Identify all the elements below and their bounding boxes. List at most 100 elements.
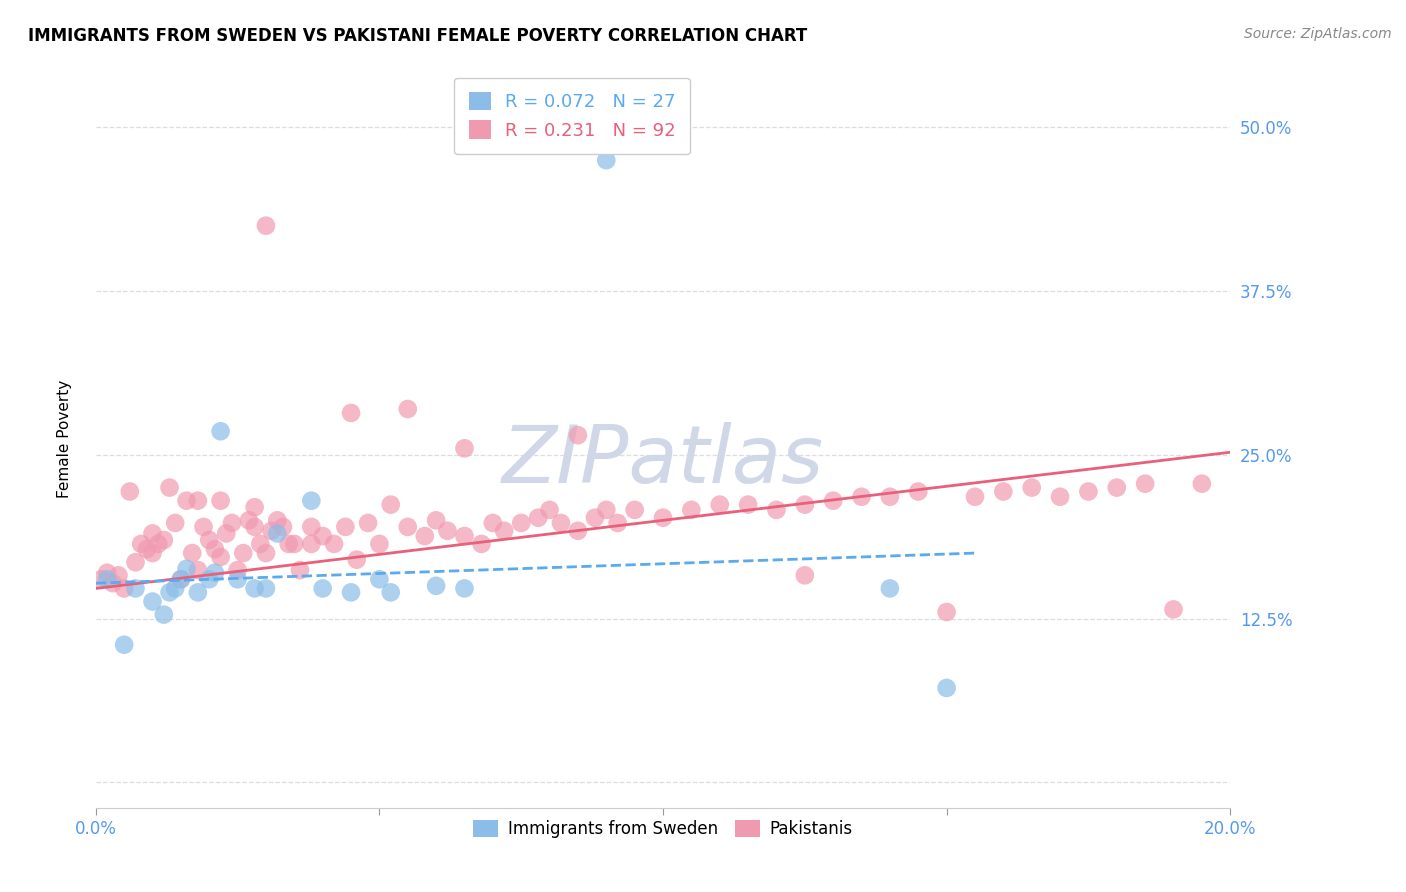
- Point: [681, 503, 703, 517]
- Point: [159, 481, 181, 495]
- Point: [124, 555, 146, 569]
- Point: [623, 503, 645, 517]
- Point: [135, 542, 157, 557]
- Point: [380, 498, 402, 512]
- Point: [141, 594, 163, 608]
- Y-axis label: Female Poverty: Female Poverty: [58, 379, 72, 498]
- Point: [129, 537, 152, 551]
- Point: [453, 529, 475, 543]
- Point: [238, 513, 260, 527]
- Point: [153, 607, 176, 622]
- Point: [538, 503, 561, 517]
- Point: [101, 576, 124, 591]
- Point: [346, 552, 368, 566]
- Point: [1077, 484, 1099, 499]
- Point: [595, 503, 617, 517]
- Point: [148, 537, 170, 551]
- Point: [198, 533, 221, 547]
- Point: [283, 537, 305, 551]
- Point: [993, 484, 1015, 499]
- Point: [583, 510, 606, 524]
- Point: [935, 605, 957, 619]
- Text: IMMIGRANTS FROM SWEDEN VS PAKISTANI FEMALE POVERTY CORRELATION CHART: IMMIGRANTS FROM SWEDEN VS PAKISTANI FEMA…: [28, 27, 807, 45]
- Point: [299, 493, 322, 508]
- Point: [266, 526, 288, 541]
- Point: [209, 493, 232, 508]
- Point: [527, 510, 550, 524]
- Point: [170, 572, 193, 586]
- Point: [226, 572, 249, 586]
- Point: [187, 493, 209, 508]
- Point: [221, 516, 243, 530]
- Point: [436, 524, 458, 538]
- Point: [112, 582, 135, 596]
- Point: [793, 498, 815, 512]
- Point: [299, 537, 322, 551]
- Point: [96, 566, 118, 580]
- Point: [595, 153, 617, 168]
- Point: [396, 402, 419, 417]
- Point: [243, 520, 266, 534]
- Point: [396, 520, 419, 534]
- Point: [96, 572, 118, 586]
- Point: [368, 572, 391, 586]
- Point: [204, 542, 226, 557]
- Point: [851, 490, 873, 504]
- Point: [124, 582, 146, 596]
- Point: [879, 490, 901, 504]
- Point: [266, 513, 288, 527]
- Point: [312, 582, 335, 596]
- Point: [187, 563, 209, 577]
- Point: [368, 537, 391, 551]
- Point: [107, 568, 129, 582]
- Point: [260, 524, 283, 538]
- Point: [243, 500, 266, 515]
- Text: ZIPatlas: ZIPatlas: [502, 422, 824, 500]
- Point: [159, 585, 181, 599]
- Point: [737, 498, 759, 512]
- Point: [232, 546, 254, 560]
- Point: [1021, 481, 1043, 495]
- Point: [153, 533, 176, 547]
- Point: [254, 582, 277, 596]
- Point: [963, 490, 986, 504]
- Point: [249, 537, 271, 551]
- Point: [340, 585, 363, 599]
- Point: [118, 484, 141, 499]
- Point: [357, 516, 380, 530]
- Point: [226, 563, 249, 577]
- Point: [141, 526, 163, 541]
- Point: [380, 585, 402, 599]
- Point: [823, 493, 845, 508]
- Point: [254, 219, 277, 233]
- Point: [1049, 490, 1071, 504]
- Point: [567, 524, 589, 538]
- Point: [193, 520, 215, 534]
- Point: [209, 424, 232, 438]
- Point: [494, 524, 516, 538]
- Point: [187, 585, 209, 599]
- Point: [340, 406, 363, 420]
- Point: [652, 510, 675, 524]
- Point: [1191, 476, 1213, 491]
- Point: [243, 582, 266, 596]
- Point: [165, 582, 187, 596]
- Point: [176, 493, 198, 508]
- Point: [606, 516, 628, 530]
- Point: [312, 529, 335, 543]
- Point: [425, 513, 447, 527]
- Point: [323, 537, 346, 551]
- Point: [413, 529, 436, 543]
- Point: [425, 579, 447, 593]
- Point: [709, 498, 731, 512]
- Point: [470, 537, 492, 551]
- Point: [335, 520, 357, 534]
- Point: [277, 537, 299, 551]
- Point: [165, 516, 187, 530]
- Point: [288, 563, 311, 577]
- Point: [271, 520, 294, 534]
- Point: [935, 681, 957, 695]
- Legend: Immigrants from Sweden, Pakistanis: Immigrants from Sweden, Pakistanis: [467, 813, 859, 845]
- Point: [215, 526, 238, 541]
- Point: [453, 582, 475, 596]
